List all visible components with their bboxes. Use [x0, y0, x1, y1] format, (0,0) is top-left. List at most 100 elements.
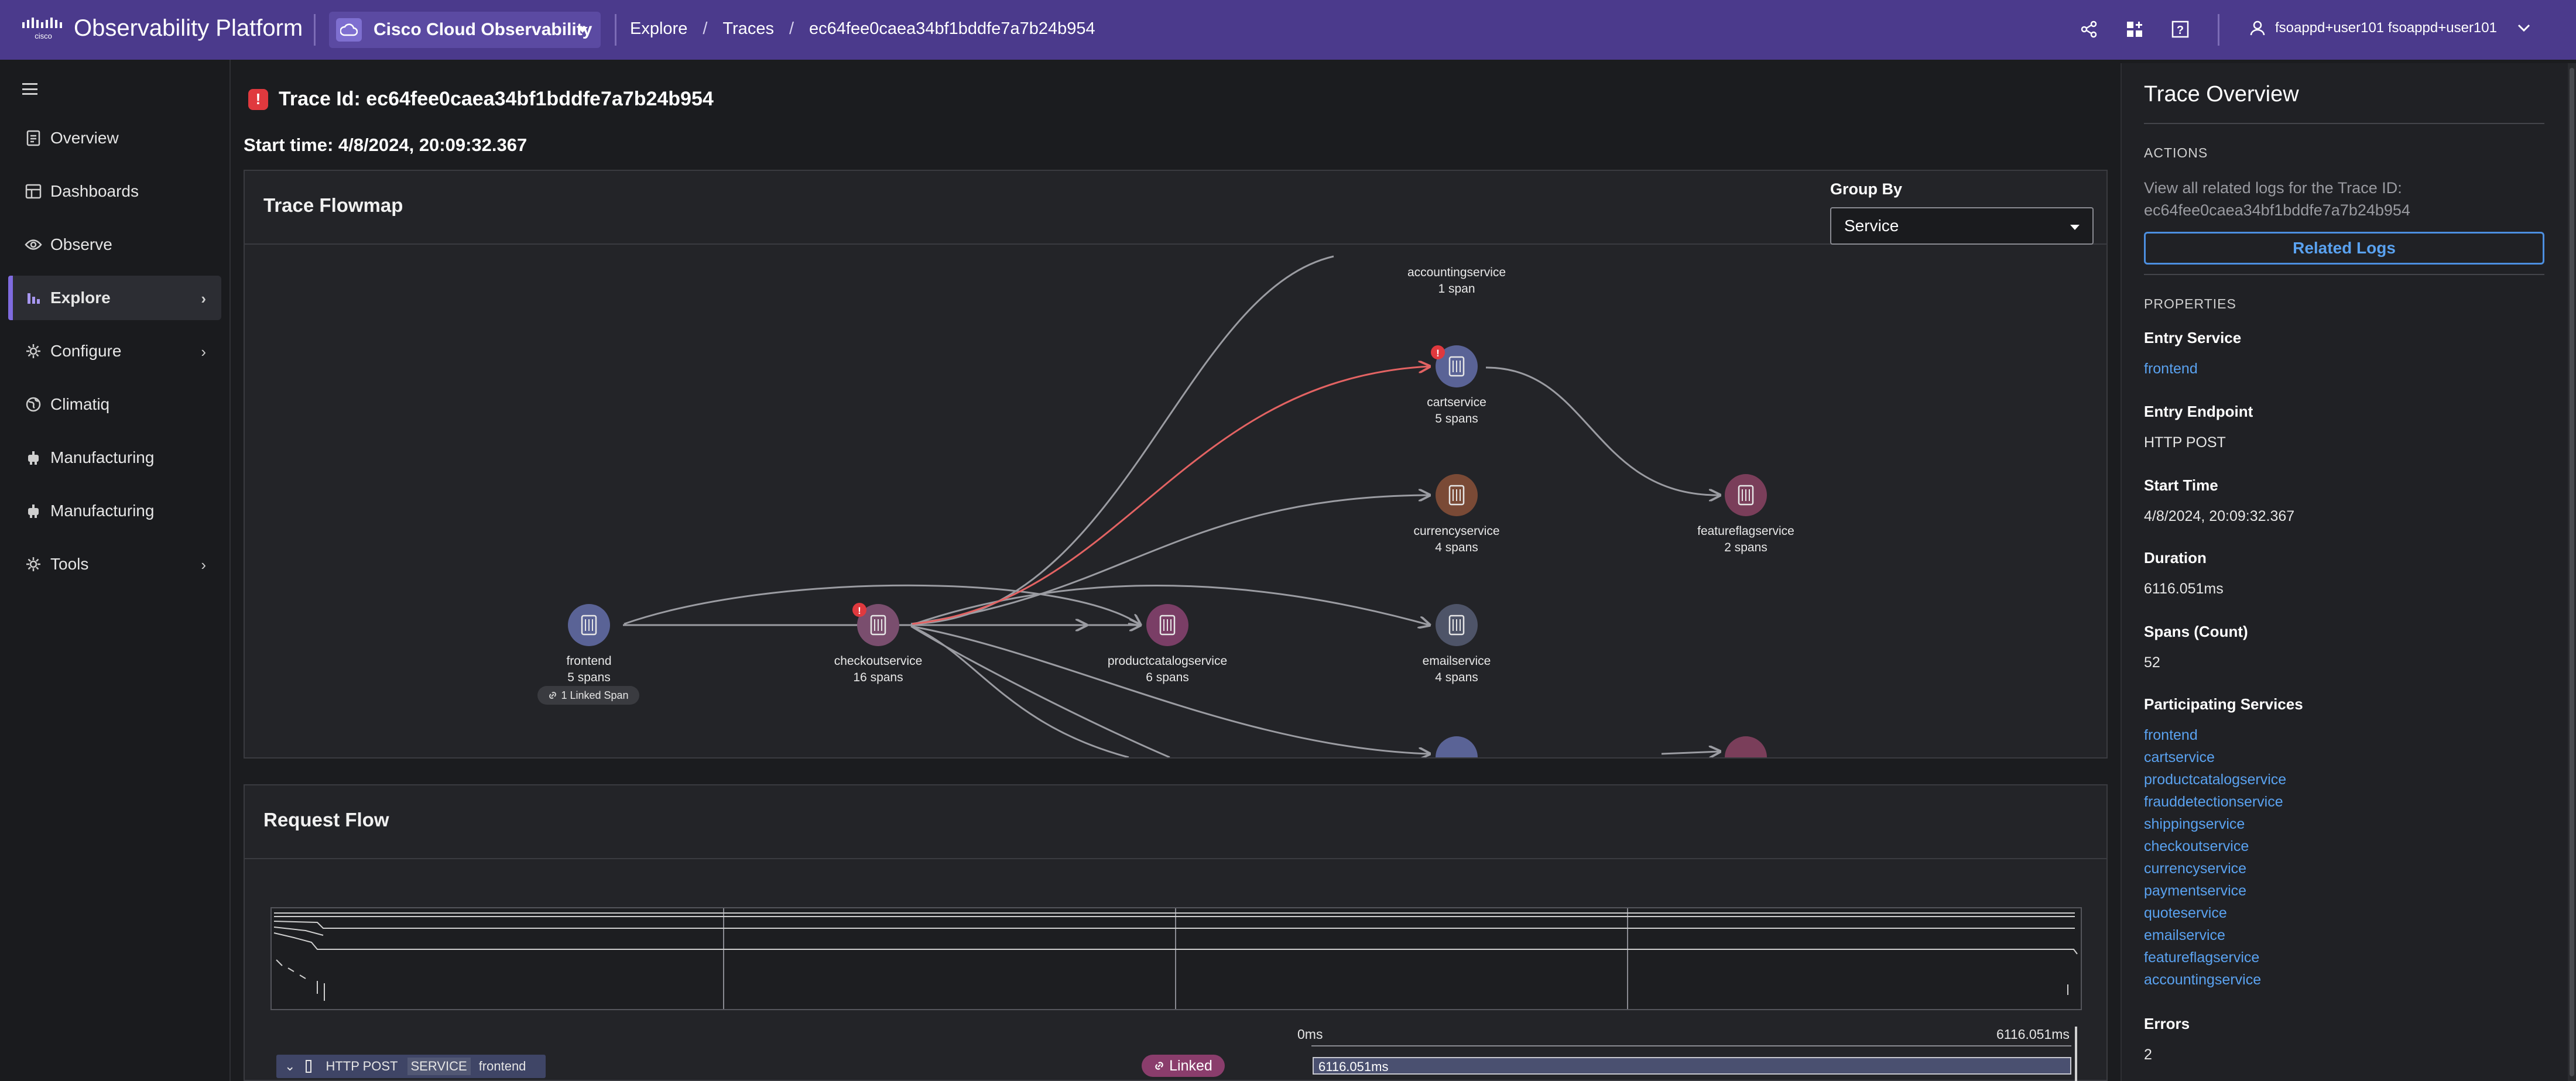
node-emailservice[interactable]: emailservice 4 spans	[1423, 604, 1491, 684]
sidebar-item-climatiq[interactable]: Climatiq	[8, 382, 221, 427]
svg-text:2 spans: 2 spans	[1724, 541, 1767, 554]
caret-down-icon	[2070, 225, 2080, 230]
request-flow-overview[interactable]	[270, 907, 2082, 1010]
svg-text:currencyservice: currencyservice	[1413, 524, 1499, 538]
svg-text:productcatalogservice: productcatalogservice	[1108, 654, 1227, 668]
timeline-cursor	[2075, 1027, 2077, 1081]
header-divider	[615, 14, 616, 46]
related-logs-button[interactable]: Related Logs	[2144, 232, 2544, 265]
span-duration-bar[interactable]: 6116.051ms	[1313, 1057, 2071, 1075]
robot-icon	[25, 502, 42, 520]
service-link[interactable]: quoteservice	[2144, 905, 2227, 921]
node-partial-bottom[interactable]	[1436, 736, 1767, 757]
top-bar: cisco Observability Platform Cisco Cloud…	[0, 0, 2576, 60]
gear-icon	[25, 342, 42, 360]
start-time-value: 4/8/2024, 20:09:32.367	[2144, 508, 2295, 524]
svg-text:5 spans: 5 spans	[1435, 412, 1478, 425]
edge-checkout-accounting	[910, 255, 1334, 625]
node-productcatalogservice[interactable]: productcatalogservice 6 spans	[1108, 604, 1227, 684]
node-featureflagservice[interactable]: featureflagservice 2 spans	[1697, 474, 1794, 554]
node-currencyservice[interactable]: currencyservice 4 spans	[1413, 474, 1500, 554]
service-link[interactable]: emailservice	[2144, 927, 2225, 943]
svg-text:cartservice: cartservice	[1427, 396, 1486, 409]
span-duration: 6116.051ms	[1318, 1059, 1389, 1074]
node-checkoutservice[interactable]: ! checkoutservice 16 spans	[834, 603, 923, 684]
sidebar-item-label: Overview	[50, 129, 119, 147]
duration-label: Duration	[2144, 549, 2207, 567]
dashboard-add-icon[interactable]	[2123, 18, 2146, 41]
chevron-right-icon: ›	[201, 343, 206, 361]
svg-text:16 spans: 16 spans	[853, 671, 903, 684]
sidebar-item-configure[interactable]: Configure ›	[8, 329, 221, 373]
node-accountingservice[interactable]: accountingservice 1 span	[1407, 266, 1506, 296]
service-link[interactable]: checkoutservice	[2144, 838, 2249, 854]
sidebar-item-explore[interactable]: Explore ›	[8, 276, 221, 320]
product-switcher[interactable]: Cisco Cloud Observability	[329, 12, 601, 48]
user-menu[interactable]: fsoappd+user101 fsoappd+user101	[2249, 20, 2531, 36]
participating-services-label: Participating Services	[2144, 695, 2303, 713]
trace-id-heading: ! Trace Id: ec64fee0caea34bf1bddfe7a7b24…	[248, 88, 714, 111]
node-frontend[interactable]: frontend 5 spans	[566, 604, 612, 684]
service-link[interactable]: featureflagservice	[2144, 949, 2260, 966]
breadcrumb: Explore / Traces / ec64fee0caea34bf1bddf…	[630, 19, 1095, 38]
gear-icon	[25, 555, 42, 573]
edge-to-lower-right	[1661, 751, 1720, 754]
entry-service-link[interactable]: frontend	[2144, 361, 2198, 377]
service-link[interactable]: accountingservice	[2144, 972, 2262, 988]
node-cartservice[interactable]: ! cartservice 5 spans	[1427, 345, 1486, 425]
linked-badge[interactable]: Linked	[1142, 1055, 1225, 1077]
linked-span-pill[interactable]: 1 Linked Span	[537, 686, 639, 705]
entry-endpoint-label: Entry Endpoint	[2144, 403, 2253, 420]
user-icon	[2250, 20, 2265, 36]
sidebar-item-label: Manufacturing	[50, 448, 155, 466]
table-row[interactable]: ⌄ HTTP POST SERVICE frontend	[276, 1055, 546, 1078]
span-method: HTTP POST	[326, 1059, 398, 1073]
sidebar-item-label: Climatiq	[50, 395, 110, 413]
sidebar-item-observe[interactable]: Observe	[8, 222, 221, 267]
trace-id: Trace Id: ec64fee0caea34bf1bddfe7a7b24b9…	[279, 88, 714, 110]
service-link[interactable]: frauddetectionservice	[2144, 794, 2283, 810]
chevron-down-icon[interactable]: ⌄	[285, 1059, 296, 1073]
svg-text:frontend: frontend	[566, 654, 611, 668]
product-name: Cisco Cloud Observability	[374, 20, 592, 39]
link-icon	[1155, 1062, 1163, 1070]
svg-text:6 spans: 6 spans	[1146, 671, 1189, 684]
errors-label: Errors	[2144, 1015, 2190, 1032]
cisco-logo: cisco	[22, 18, 62, 40]
svg-text:5 spans: 5 spans	[567, 671, 611, 684]
breadcrumb-trace-id: ec64fee0caea34bf1bddfe7a7b24b954	[809, 19, 1095, 38]
linked-label: Linked	[1169, 1057, 1212, 1074]
menu-icon[interactable]	[22, 83, 37, 95]
service-link[interactable]: cartservice	[2144, 749, 2215, 766]
sidebar-item-dashboards[interactable]: Dashboards	[8, 169, 221, 214]
edge-checkout-email	[910, 585, 1430, 626]
service-link[interactable]: shippingservice	[2144, 816, 2245, 832]
breadcrumb-explore[interactable]: Explore	[630, 19, 688, 38]
help-icon[interactable]: ?	[2169, 18, 2192, 41]
service-link[interactable]: productcatalogservice	[2144, 771, 2287, 788]
group-by-value: Service	[1844, 217, 1899, 235]
sidebar-item-manufacturing-2[interactable]: Manufacturing	[8, 489, 221, 533]
group-by-select[interactable]: Service	[1830, 207, 2094, 245]
user-name: fsoappd+user101 fsoappd+user101	[2275, 20, 2497, 36]
actions-heading: ACTIONS	[2144, 145, 2208, 160]
sidebar-item-manufacturing[interactable]: Manufacturing	[8, 435, 221, 480]
group-by-label: Group By	[1830, 180, 1903, 198]
sidebar-item-label: Dashboards	[50, 182, 139, 200]
bar-chart-icon	[25, 289, 42, 307]
panel-divider	[245, 243, 2106, 245]
scrollbar[interactable]	[2568, 63, 2576, 1081]
share-icon[interactable]	[2077, 18, 2101, 41]
error-icon	[1431, 345, 1445, 359]
sidebar-item-tools[interactable]: Tools ›	[8, 542, 221, 586]
timeline-axis	[1311, 1045, 2071, 1046]
svg-text:cisco: cisco	[35, 32, 52, 40]
sidebar-item-overview[interactable]: Overview	[8, 116, 221, 160]
flowmap-canvas[interactable]: frontend 5 spans ! checkoutservice 16 sp…	[245, 245, 2106, 757]
service-link[interactable]: paymentservice	[2144, 883, 2247, 899]
entry-service-label: Entry Service	[2144, 329, 2242, 346]
service-link[interactable]: currencyservice	[2144, 860, 2247, 877]
breadcrumb-traces[interactable]: Traces	[722, 19, 774, 38]
scrollbar-thumb[interactable]	[2570, 68, 2574, 1076]
service-link[interactable]: frontend	[2144, 727, 2198, 743]
